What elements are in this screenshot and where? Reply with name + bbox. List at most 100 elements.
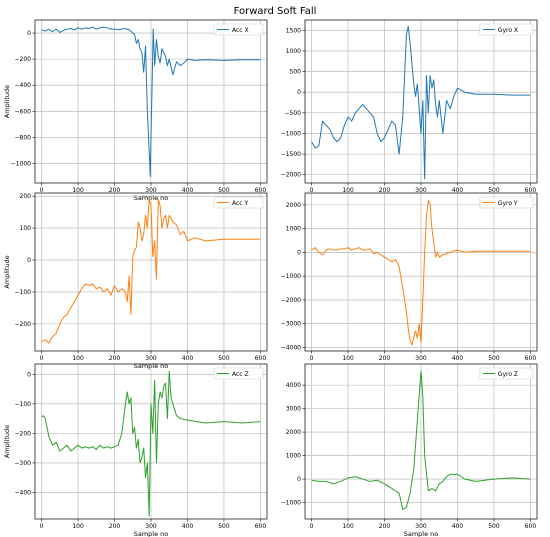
grid-lines — [305, 20, 537, 183]
legend: Gyro Z — [479, 367, 534, 380]
series-line — [41, 370, 261, 517]
grid-lines — [35, 364, 267, 519]
x-tick-label: 600 — [255, 187, 267, 194]
x-tick-label: 500 — [218, 523, 230, 530]
legend-label: Acc Z — [232, 371, 249, 378]
x-tick-label: 200 — [379, 523, 391, 530]
x-axis-label: Sample no — [404, 530, 439, 537]
legend-box — [213, 367, 264, 380]
x-tick-label: 400 — [182, 355, 194, 362]
subplot-6: 0 100 200 300 400 500 600 4000 3000 2000 1000 0 −100… — [281, 363, 538, 537]
x-tick-label: 200 — [379, 187, 391, 194]
y-tick-label: −2000 — [281, 172, 301, 179]
legend: Gyro X — [479, 23, 534, 36]
series-line — [311, 370, 531, 511]
y-axis-label: Amplitude — [3, 85, 11, 118]
subplot-2: 0 100 200 300 400 500 600 1500 1000 500 0 −500 −1000… — [281, 19, 538, 194]
x-tick-label: 0 — [40, 187, 44, 194]
y-tick-label: −1000 — [281, 500, 301, 507]
x-tick-label: 200 — [109, 523, 121, 530]
x-tick-label: 0 — [310, 355, 314, 362]
x-axis-label: Sample no — [134, 530, 169, 537]
legend: Acc Z — [213, 367, 264, 380]
series-line — [311, 25, 531, 180]
y-tick-label: 1000 — [286, 48, 301, 55]
legend-label: Acc X — [232, 27, 249, 34]
subplot-3: 0 100 200 300 400 500 6002001000−100−200Sample… — [3, 192, 268, 370]
y-tick-label: 3000 — [286, 406, 301, 413]
grid-lines — [305, 193, 537, 351]
x-tick-label: 600 — [525, 523, 537, 530]
y-tick-label: 200 — [20, 193, 32, 200]
legend-box — [213, 196, 264, 209]
x-tick-label: 400 — [452, 187, 464, 194]
y-tick-label: −1000 — [281, 130, 301, 137]
y-tick-label: −1500 — [281, 151, 301, 158]
y-tick-label: 0 — [27, 371, 31, 378]
x-tick-label: 500 — [218, 187, 230, 194]
y-tick-label: −100 — [15, 401, 32, 408]
x-tick-label: 200 — [109, 187, 121, 194]
series-line — [41, 198, 261, 344]
x-tick-label: 400 — [452, 523, 464, 530]
y-tick-label: 2000 — [286, 429, 301, 436]
legend-label: Gyro Z — [498, 371, 518, 378]
x-tick-label: 300 — [415, 187, 427, 194]
figure-title: Forward Soft Fall — [234, 6, 317, 17]
y-tick-label: 0 — [297, 476, 301, 483]
y-axis-label: Amplitude — [3, 425, 11, 458]
y-tick-label: −2000 — [281, 297, 301, 304]
legend-label: Acc Y — [232, 200, 249, 207]
y-tick-label: −200 — [15, 321, 32, 328]
y-tick-label: −500 — [285, 110, 302, 117]
legend-box — [479, 23, 534, 36]
y-tick-label: −1000 — [281, 273, 301, 280]
x-tick-label: 300 — [415, 523, 427, 530]
y-tick-label: 1000 — [286, 226, 301, 233]
y-tick-label: −200 — [15, 56, 32, 63]
x-tick-label: 500 — [488, 187, 500, 194]
x-tick-label: 600 — [255, 523, 267, 530]
y-tick-label: 1000 — [286, 453, 301, 460]
x-tick-label: 200 — [379, 355, 391, 362]
y-tick-label: −200 — [15, 430, 32, 437]
y-tick-label: 0 — [27, 257, 31, 264]
x-tick-label: 300 — [145, 523, 157, 530]
y-tick-label: −100 — [15, 289, 32, 296]
x-tick-label: 300 — [145, 355, 157, 362]
y-tick-label: −3000 — [281, 321, 301, 328]
x-tick-label: 100 — [342, 355, 354, 362]
legend: Acc Y — [213, 196, 264, 209]
y-tick-label: −1000 — [11, 160, 31, 167]
x-tick-label: 400 — [182, 187, 194, 194]
x-tick-label: 500 — [218, 355, 230, 362]
x-tick-label: 100 — [342, 187, 354, 194]
x-tick-label: 600 — [525, 355, 537, 362]
y-tick-label: −4000 — [281, 344, 301, 351]
legend-label: Gyro Y — [498, 200, 518, 207]
x-tick-label: 300 — [145, 187, 157, 194]
y-tick-label: 500 — [290, 69, 302, 76]
y-tick-label: −400 — [15, 489, 32, 496]
x-tick-label: 0 — [40, 523, 44, 530]
subplot-grid: 0 100 200 300 400 500 600 0 −200 −400 −600 −800 −100… — [3, 19, 538, 537]
x-tick-label: 500 — [488, 523, 500, 530]
y-tick-label: 0 — [27, 30, 31, 37]
x-tick-label: 0 — [40, 355, 44, 362]
legend-box — [213, 23, 264, 36]
series-line — [311, 199, 531, 346]
x-tick-label: 400 — [182, 523, 194, 530]
y-tick-label: 1500 — [286, 27, 301, 34]
y-tick-label: 2000 — [286, 202, 301, 209]
x-tick-label: 600 — [255, 355, 267, 362]
y-tick-label: 100 — [20, 225, 32, 232]
legend-label: Gyro X — [498, 27, 518, 34]
y-tick-label: 0 — [297, 249, 301, 256]
x-tick-label: 100 — [72, 355, 84, 362]
subplot-5: 0 100 200 300 400 500 600 0 −100 −200 −300 −400 Samp… — [3, 363, 268, 537]
y-tick-label: −800 — [15, 134, 32, 141]
y-axis-label: Amplitude — [3, 255, 11, 288]
x-tick-label: 0 — [310, 187, 314, 194]
legend-box — [479, 196, 534, 209]
